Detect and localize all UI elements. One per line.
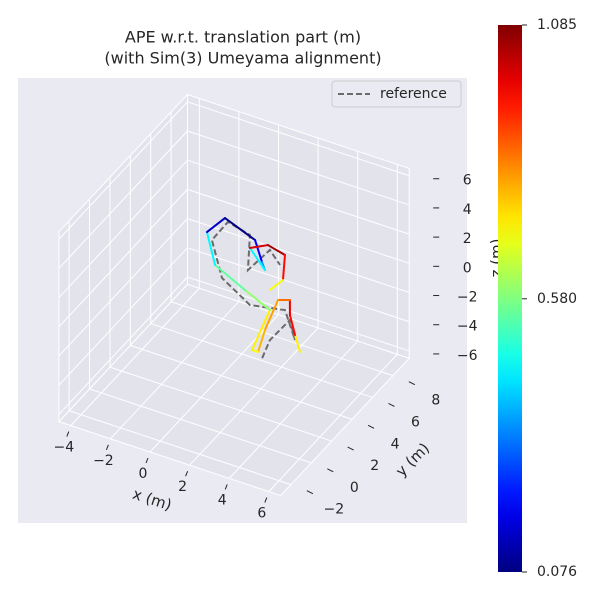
grid-line xyxy=(187,276,410,352)
chart-subtitle: (with Sim(3) Umeyama alignment) xyxy=(104,49,381,68)
trajectory-segment xyxy=(268,279,284,291)
x-tick-label: 4 xyxy=(218,492,227,508)
grid-line xyxy=(89,388,312,464)
grid-line xyxy=(58,218,188,357)
trajectory-segment xyxy=(294,333,302,353)
y-tick xyxy=(367,424,375,429)
chart-title: APE w.r.t. translation part (m) xyxy=(125,28,361,47)
grid-line xyxy=(58,101,188,240)
trajectory-segment xyxy=(254,239,263,264)
grid-line xyxy=(187,101,410,177)
trajectory-segment xyxy=(257,329,266,353)
x-tick-label: −4 xyxy=(53,440,74,456)
x-tick xyxy=(185,471,189,477)
colorbar xyxy=(498,25,522,572)
grid-line xyxy=(187,188,410,264)
trajectory-segment xyxy=(243,288,271,311)
x-tick xyxy=(105,444,109,450)
x-tick xyxy=(264,497,268,503)
y-tick xyxy=(306,490,314,495)
grid-line xyxy=(187,247,410,323)
legend-box xyxy=(331,80,462,108)
trajectory-segment xyxy=(281,253,286,282)
z-tick-label: −4 xyxy=(457,319,478,335)
y-tick xyxy=(388,403,395,407)
y-tick-label: 8 xyxy=(431,393,440,409)
grid-line xyxy=(170,301,394,377)
grid-line xyxy=(228,340,359,479)
y-tick xyxy=(347,446,354,451)
grid-line xyxy=(187,159,410,235)
colorbar-tick-label: 1.085 xyxy=(537,17,577,33)
colorbar-tick-label: 0.076 xyxy=(537,564,577,580)
grid-line xyxy=(58,189,188,328)
x-tick-label: 6 xyxy=(257,506,266,522)
z-tick-label: 4 xyxy=(463,202,472,218)
legend-label: reference xyxy=(380,86,447,102)
reference-line xyxy=(210,220,297,359)
grid-line xyxy=(187,130,410,206)
y-tick-label: 6 xyxy=(411,414,420,430)
colorbar-tick-label: 0.580 xyxy=(537,291,577,307)
grid-line xyxy=(130,344,353,420)
y-tick xyxy=(327,468,334,473)
y-tick-label: 0 xyxy=(350,480,359,496)
z-tick-label: −6 xyxy=(457,348,478,364)
grid-line xyxy=(70,287,200,426)
trajectory-segment xyxy=(263,298,280,332)
grid-line xyxy=(68,410,292,486)
trajectory-segment xyxy=(251,349,260,353)
x-tick xyxy=(66,431,70,437)
grid-line xyxy=(58,276,188,415)
x-tick xyxy=(224,484,228,490)
y-tick-label: 2 xyxy=(370,458,379,474)
grid-line xyxy=(58,130,188,269)
trajectory-segment xyxy=(248,244,269,249)
x-tick-label: 2 xyxy=(178,479,187,495)
grid-line xyxy=(58,247,188,386)
trajectory-segment xyxy=(205,231,217,266)
trajectory-segment xyxy=(288,314,297,336)
y-tick-label: 4 xyxy=(391,436,400,452)
x-tick-label: 0 xyxy=(139,466,148,482)
grid-line xyxy=(58,159,188,298)
z-tick-label: −2 xyxy=(457,290,478,306)
grid-line xyxy=(109,366,332,442)
y-tick xyxy=(408,381,416,386)
trajectory-segment xyxy=(205,217,226,234)
trajectory-segment xyxy=(214,263,246,291)
trajectory-segment xyxy=(248,246,266,272)
x-tick xyxy=(145,457,149,464)
grid-line xyxy=(150,323,373,398)
z-tick-label: 0 xyxy=(463,260,472,276)
x-tick-label: −2 xyxy=(93,453,114,469)
trajectory-segment xyxy=(223,217,257,242)
trajectory-segment xyxy=(251,308,271,352)
z-tick-label: 2 xyxy=(463,231,472,247)
z-tick-label: 6 xyxy=(463,173,472,189)
grid-line xyxy=(189,327,319,466)
grid-line xyxy=(110,301,240,440)
grid-line xyxy=(187,218,410,293)
grid-line xyxy=(268,353,398,492)
trajectory-segment xyxy=(266,244,286,256)
y-tick-label: −2 xyxy=(324,502,345,518)
legend: reference xyxy=(331,80,462,108)
